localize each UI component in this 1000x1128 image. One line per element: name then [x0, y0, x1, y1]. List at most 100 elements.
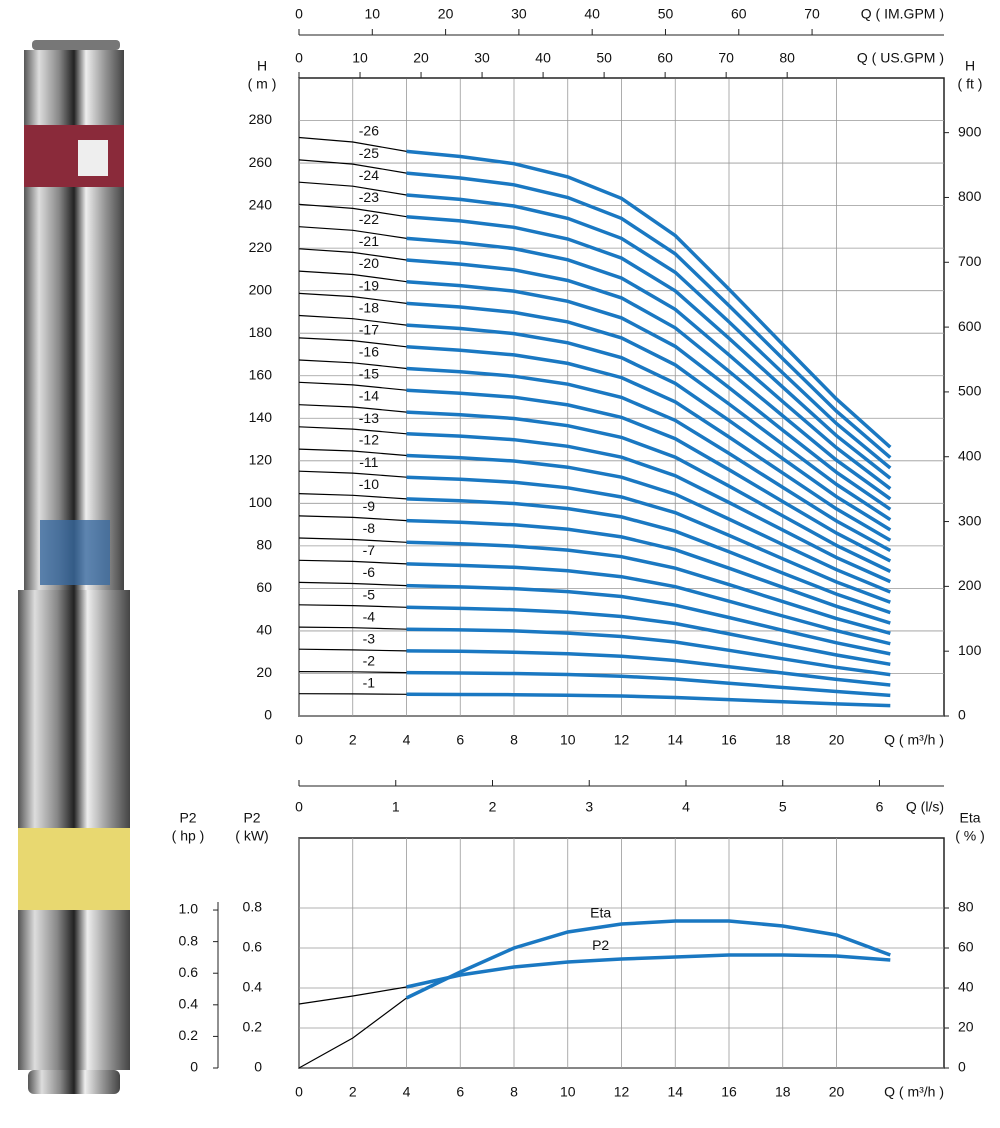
extra-axis-tick-label: 70	[718, 50, 734, 66]
extra-axis-tick-label: 2	[489, 799, 497, 815]
curve-label: -7	[363, 542, 376, 558]
charts: 0 2 4 6 8 10 12 14 16 18 20 Q ( m³/h )0204060801001…	[172, 6, 985, 1100]
curve	[406, 193, 892, 470]
curve-label: -26	[359, 123, 379, 139]
x-tick-label: 12	[614, 1084, 630, 1100]
curve-extension	[298, 493, 407, 500]
curve	[406, 214, 892, 480]
curve-label: Eta	[590, 905, 611, 921]
y2-tick-label: 300	[958, 512, 982, 528]
curve	[406, 497, 891, 615]
y-tick-label: 120	[249, 452, 273, 468]
curve-label: -3	[363, 631, 376, 647]
curve-label: -22	[359, 211, 379, 227]
y2-tick-label: 80	[958, 899, 974, 915]
x-tick-label: 12	[614, 732, 630, 748]
curve	[406, 171, 892, 459]
curve-extension	[298, 404, 407, 413]
x-axis-title: Q ( m³/h )	[884, 1084, 944, 1100]
y2-tick-label: 600	[958, 318, 982, 334]
y2-axis-title: Eta	[959, 810, 980, 826]
curve-label: -13	[359, 410, 379, 426]
extra-axis-tick-label: 6	[876, 799, 884, 815]
x-tick-label: 8	[510, 1084, 518, 1100]
y2-tick-label: 200	[958, 577, 982, 593]
extra-axis-title: Q ( IM.GPM )	[861, 6, 944, 22]
x-tick-label: 20	[829, 1084, 845, 1100]
curve	[406, 649, 891, 687]
y-axis-title: P2	[243, 810, 260, 826]
curve-extension	[298, 559, 407, 565]
x-tick-label: 18	[775, 732, 791, 748]
x-tick-label: 10	[560, 1084, 576, 1100]
y-axis-title: ( kW)	[235, 828, 268, 844]
curve	[406, 345, 892, 542]
curve-extension	[298, 292, 407, 304]
curve-extension	[298, 270, 407, 283]
hp-tick-label: 0	[190, 1059, 198, 1075]
x-tick-label: 20	[829, 732, 845, 748]
curve-extension	[298, 537, 407, 543]
x-axis-title: Q ( m³/h )	[884, 732, 944, 748]
x-tick-label: 14	[667, 1084, 683, 1100]
extra-axis-tick-label: 40	[584, 6, 600, 22]
y2-axis-title: ( % )	[955, 828, 985, 844]
y2-tick-label: 0	[958, 707, 966, 723]
curve	[406, 301, 892, 522]
curve-extension	[298, 626, 407, 630]
curve-label: -16	[359, 343, 379, 359]
curve-extension	[298, 986, 407, 1005]
y2-tick-label: 0	[958, 1059, 966, 1075]
y-tick-label: 160	[249, 366, 273, 382]
curve-extension	[298, 226, 407, 239]
extra-axis-tick-label: 10	[352, 50, 368, 66]
curve-extension	[298, 337, 407, 348]
y-tick-label: 0.8	[243, 899, 263, 915]
extra-axis-tick-label: 40	[535, 50, 551, 66]
curve	[406, 366, 892, 553]
hp-tick-label: 1.0	[179, 901, 199, 917]
curve-label: -8	[363, 520, 376, 536]
curve-label: -10	[359, 476, 379, 492]
curve-extension	[298, 604, 407, 608]
extra-axis-tick-label: 30	[474, 50, 490, 66]
y2-tick-label: 900	[958, 123, 982, 139]
y-tick-label: 0	[254, 1059, 262, 1075]
curve-label: -4	[363, 608, 376, 624]
y-tick-label: 260	[249, 154, 273, 170]
curve	[406, 562, 891, 646]
y2-tick-label: 500	[958, 383, 982, 399]
curve-label: -21	[359, 233, 379, 249]
curve	[406, 475, 891, 604]
curve-extension	[298, 581, 407, 587]
curve	[406, 410, 892, 573]
extra-axis-tick-label: 0	[295, 6, 303, 22]
curve	[406, 432, 892, 584]
y2-tick-label: 800	[958, 188, 982, 204]
curve-extension	[298, 359, 407, 370]
x-tick-label: 6	[456, 732, 464, 748]
y-tick-label: 0	[264, 707, 272, 723]
curve-extension	[298, 426, 407, 435]
y-axis-title: H	[257, 58, 267, 74]
curve	[406, 323, 892, 532]
y-axis-title: ( m )	[248, 76, 277, 92]
y-tick-label: 220	[249, 239, 273, 255]
curve-extension	[298, 693, 407, 695]
x-tick-label: 4	[403, 1084, 411, 1100]
curve-extension	[298, 997, 407, 1069]
curve	[406, 518, 891, 625]
y2-tick-label: 100	[958, 642, 982, 658]
curve-label: -2	[363, 652, 376, 668]
extra-axis-tick-label: 4	[682, 799, 690, 815]
curve	[405, 919, 891, 1000]
x-tick-label: 0	[295, 732, 303, 748]
y-tick-label: 20	[256, 664, 272, 680]
extra-axis-tick-label: 50	[658, 6, 674, 22]
y2-axis-title: ( ft )	[958, 76, 983, 92]
x-tick-label: 8	[510, 732, 518, 748]
pump-image	[18, 40, 130, 1094]
curve-label: -25	[359, 145, 379, 161]
extra-axis-tick-label: 70	[804, 6, 820, 22]
